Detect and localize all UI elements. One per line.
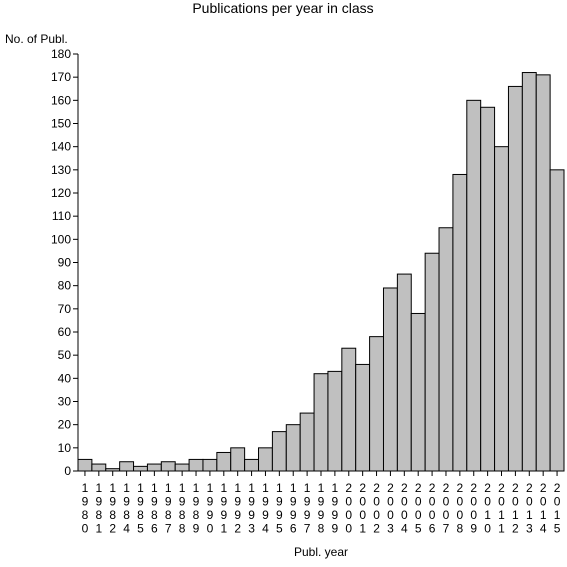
y-tick-label: 0 — [64, 464, 71, 478]
bars-group — [77, 72, 565, 472]
y-tick-label: 150 — [51, 117, 71, 131]
bar-1990 — [202, 458, 218, 472]
bar-2001 — [355, 363, 371, 472]
y-tick-label: 160 — [51, 93, 71, 107]
bar-2007 — [438, 227, 454, 472]
bar-2002 — [369, 336, 384, 472]
bar-1998 — [313, 373, 329, 472]
bar-1986 — [146, 463, 162, 472]
y-tick-label: 70 — [58, 302, 72, 316]
bar-2006 — [424, 252, 440, 472]
bar-1993 — [244, 458, 260, 472]
bar-1984 — [119, 461, 135, 472]
y-tick-label: 100 — [51, 232, 71, 246]
bar-2011 — [494, 146, 509, 472]
bar-1987 — [160, 461, 176, 472]
y-tick-label: 20 — [58, 418, 72, 432]
bar-2000 — [341, 347, 357, 472]
y-tick-label: 60 — [58, 325, 72, 339]
bar-2004 — [396, 273, 412, 472]
y-tick-label: 30 — [58, 395, 72, 409]
y-tick-label: 50 — [58, 348, 72, 362]
y-tick-label: 130 — [51, 163, 71, 177]
bar-1989 — [188, 458, 204, 472]
bar-2015 — [549, 169, 565, 472]
bar-2005 — [410, 312, 426, 472]
y-tick-label: 140 — [51, 140, 71, 154]
y-tick-label: 110 — [52, 209, 71, 223]
bar-1988 — [174, 463, 190, 472]
bar-1997 — [299, 412, 315, 472]
y-axis-label: No. of Publ. — [5, 32, 68, 46]
chart-title: Publications per year in class — [192, 0, 373, 16]
bar-2014 — [535, 74, 551, 472]
y-axis: 0 10 20 30 40 50 60 70 80 90 100 110 120 130 140 150 160… — [51, 47, 78, 478]
bar-2009 — [466, 99, 482, 472]
x-axis: 1 9 8 0 1 9 8 1 1 9 8 2 1 9 8 4 1 9 8 5 1 9 8 6 1 9 8 7 1 9 8 8 1 9 8 9 1 9 9 0… — [82, 471, 561, 536]
y-tick-label: 10 — [58, 441, 72, 455]
x-axis-label: Publ. year — [294, 545, 348, 559]
bar-1985 — [133, 465, 148, 472]
bar-1999 — [327, 370, 343, 472]
bar-1994 — [258, 447, 273, 472]
y-tick-label: 180 — [51, 47, 71, 61]
bar-1981 — [91, 463, 107, 472]
y-tick-label: 80 — [58, 279, 72, 293]
y-tick-label: 40 — [58, 371, 72, 385]
bar-2012 — [507, 85, 523, 472]
bar-1992 — [230, 447, 246, 472]
bar-1991 — [216, 451, 232, 472]
bar-2013 — [521, 72, 537, 472]
bar-2003 — [382, 287, 398, 472]
bar-2008 — [452, 173, 468, 472]
bar-1980 — [77, 458, 93, 472]
y-tick-label: 170 — [51, 70, 71, 84]
y-tick-label: 90 — [58, 256, 72, 270]
bar-1995 — [271, 431, 287, 472]
bar-1996 — [285, 424, 301, 472]
bar-2010 — [480, 106, 496, 472]
y-tick-label: 120 — [51, 186, 71, 200]
